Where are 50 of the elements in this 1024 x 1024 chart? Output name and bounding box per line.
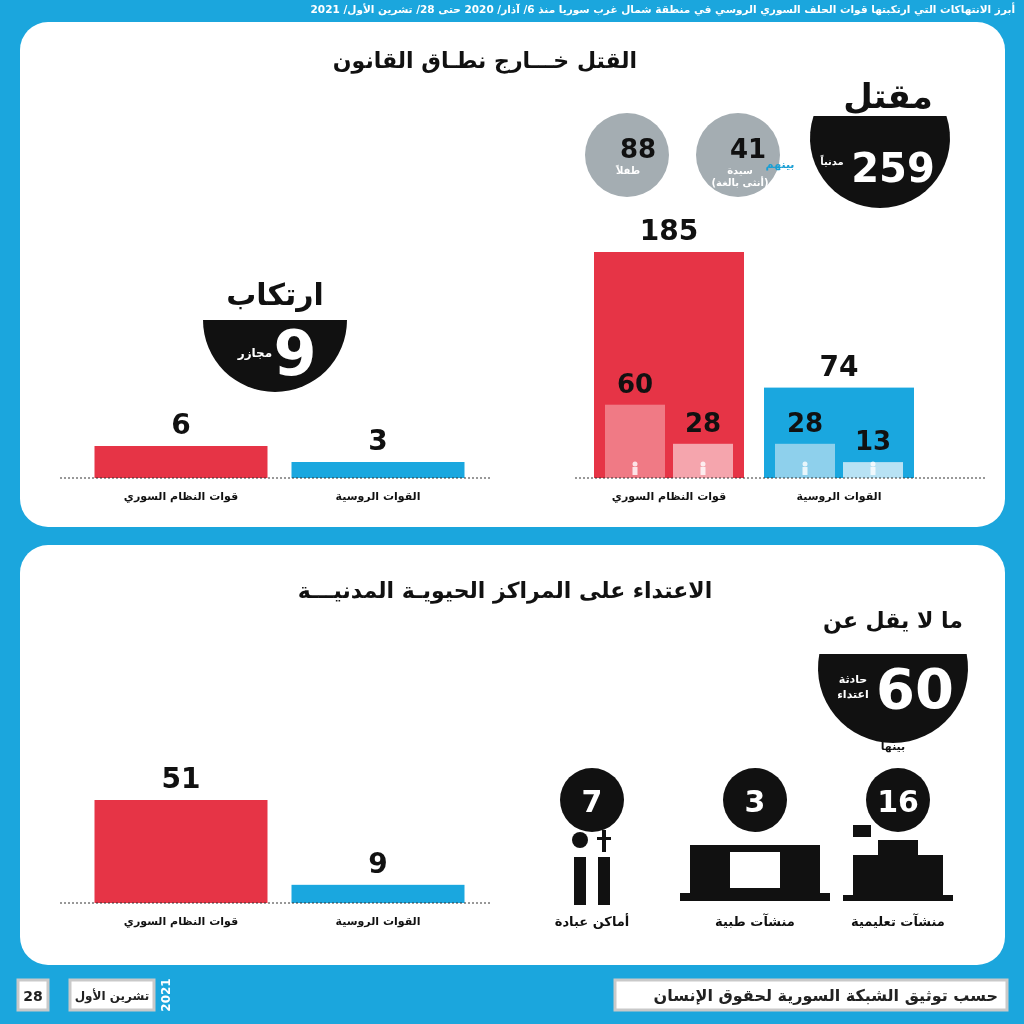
data-label: 6 bbox=[171, 408, 191, 441]
text: 60 bbox=[876, 656, 954, 721]
text: بينها bbox=[880, 740, 906, 753]
bar bbox=[775, 443, 835, 478]
bar bbox=[605, 404, 665, 478]
chart-title: القتل خـــارج نطـاق القانون bbox=[332, 48, 638, 74]
category-label: منشآت طبية bbox=[715, 913, 795, 929]
text: 41 bbox=[729, 134, 767, 164]
text: (أنثى بالغة) bbox=[711, 176, 769, 188]
data-label: 3 bbox=[744, 784, 766, 819]
text: مدنياً bbox=[820, 153, 844, 167]
x-tick-label: قوات النظام السوري bbox=[123, 915, 239, 928]
text: 2021 bbox=[159, 978, 173, 1012]
text: حسب توثيق الشبكة السورية لحقوق الإنسان bbox=[653, 986, 998, 1005]
text: أبرز الانتهاكات التي ارتكبتها قوات الحلف السوري الروسي في منطقة شمال غرب سوريا منذ 6/ آذار/ 2020 حتى 28/ تشرين الأول/ 2021 bbox=[310, 2, 1015, 16]
data-label: 51 bbox=[161, 762, 201, 795]
data-label: 28 bbox=[786, 407, 824, 438]
category-label: منشآت تعليمية bbox=[851, 913, 945, 929]
x-tick-label: قوات النظام السوري bbox=[611, 490, 727, 503]
data-label: 28 bbox=[684, 407, 722, 438]
text: ما لا يقل عن bbox=[823, 608, 963, 634]
data-label: 7 bbox=[581, 784, 603, 819]
text: مقتل bbox=[843, 76, 933, 116]
text: 28 bbox=[23, 988, 43, 1004]
data-label: 3 bbox=[368, 424, 388, 457]
text: طفلاً bbox=[615, 163, 641, 176]
text: ارتكاب bbox=[226, 277, 324, 312]
text: 9 bbox=[273, 317, 317, 390]
x-tick-label: قوات النظام السوري bbox=[123, 490, 239, 503]
bar bbox=[673, 443, 733, 478]
data-label: 9 bbox=[368, 846, 388, 880]
x-tick-label: القوات الروسية bbox=[335, 915, 421, 928]
category-label: أماكن عبادة bbox=[554, 913, 630, 929]
text: مجازر bbox=[236, 346, 273, 360]
text: 259 bbox=[851, 145, 935, 191]
data-label: 74 bbox=[819, 349, 859, 383]
text: بينهم bbox=[765, 158, 795, 171]
text: حادثة bbox=[838, 673, 868, 686]
text: 88 bbox=[619, 134, 657, 164]
chart-title: الاعتداء على المراكز الحيويـة المدنيـــة bbox=[297, 578, 713, 604]
data-label: 13 bbox=[854, 426, 892, 457]
x-tick-label: القوات الروسية bbox=[796, 490, 882, 503]
data-label: 60 bbox=[616, 368, 654, 399]
text: تشرين الأول bbox=[74, 988, 150, 1004]
data-label: 185 bbox=[639, 214, 699, 247]
text: اعتداء bbox=[837, 688, 869, 701]
data-label: 16 bbox=[877, 784, 919, 819]
x-tick-label: القوات الروسية bbox=[335, 490, 421, 503]
text: سيدة bbox=[727, 165, 753, 176]
bar bbox=[843, 462, 903, 478]
